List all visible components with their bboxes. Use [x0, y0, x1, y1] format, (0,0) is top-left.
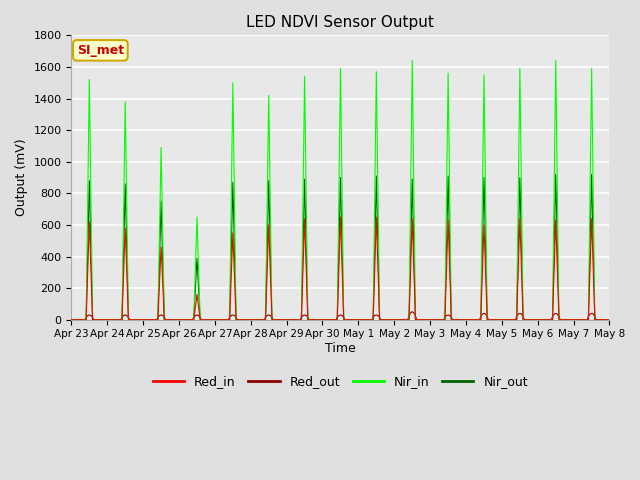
X-axis label: Time: Time	[325, 342, 356, 355]
Title: LED NDVI Sensor Output: LED NDVI Sensor Output	[246, 15, 435, 30]
Text: SI_met: SI_met	[77, 44, 124, 57]
Legend: Red_in, Red_out, Nir_in, Nir_out: Red_in, Red_out, Nir_in, Nir_out	[148, 370, 533, 393]
Y-axis label: Output (mV): Output (mV)	[15, 139, 28, 216]
